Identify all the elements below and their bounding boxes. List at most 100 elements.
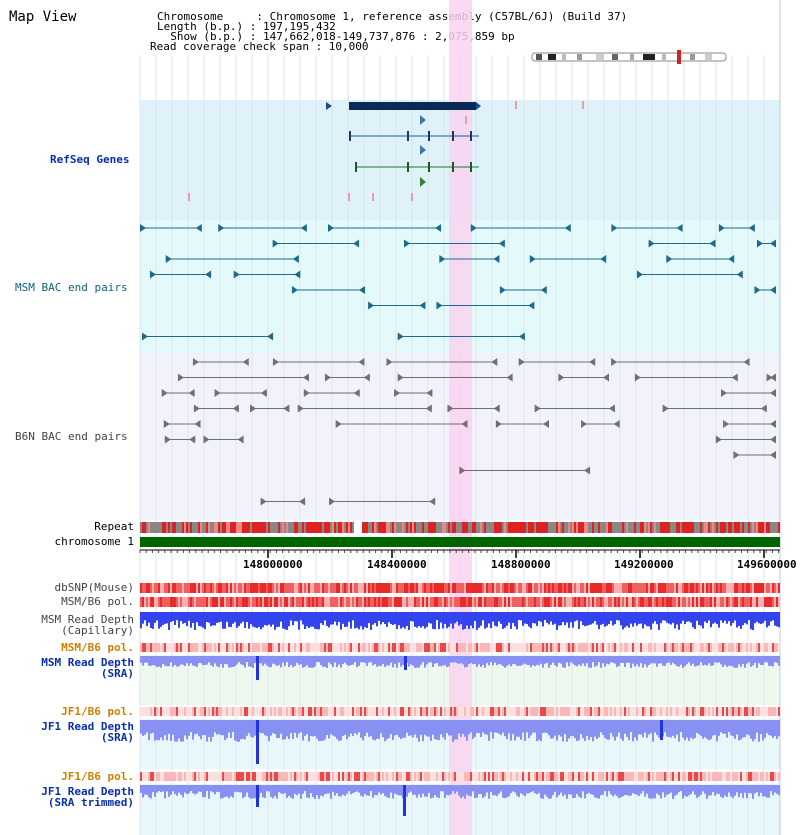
read-depth-bar xyxy=(728,612,730,622)
polymorphism-cell xyxy=(466,643,468,652)
polymorphism-cell xyxy=(296,643,298,652)
polymorphism-cell xyxy=(610,597,612,607)
polymorphism-cell xyxy=(680,772,682,781)
bac-end xyxy=(743,358,750,366)
polymorphism-cell xyxy=(276,707,278,716)
read-depth-bar xyxy=(490,656,492,663)
polymorphism-cell xyxy=(736,597,738,607)
repeat-segment xyxy=(476,522,478,533)
read-depth-bar xyxy=(772,656,774,667)
repeat-segment xyxy=(186,522,188,533)
polymorphism-cell xyxy=(410,643,412,652)
read-depth-bar xyxy=(388,720,390,738)
read-depth-bar xyxy=(434,785,436,796)
polymorphism-cell xyxy=(516,707,518,716)
polymorphism-cell xyxy=(564,772,566,781)
polymorphism-cell xyxy=(154,707,156,716)
read-depth-bar xyxy=(334,720,336,737)
read-depth-bar xyxy=(188,785,190,794)
read-depth-bar xyxy=(734,656,736,668)
read-depth-bar xyxy=(440,612,442,623)
polymorphism-cell xyxy=(640,643,642,652)
bac-end xyxy=(770,451,776,459)
polymorphism-cell xyxy=(296,707,298,716)
read-depth-bar xyxy=(624,720,626,734)
read-depth-bar xyxy=(380,656,382,667)
read-depth-bar xyxy=(630,612,632,624)
polymorphism-cell xyxy=(146,707,148,716)
polymorphism-cell xyxy=(170,597,172,607)
polymorphism-cell xyxy=(672,707,674,716)
read-depth-bar xyxy=(480,612,482,626)
polymorphism-cell xyxy=(416,643,418,652)
repeat-segment xyxy=(368,522,370,533)
polymorphism-cell xyxy=(230,583,232,593)
polymorphism-cell xyxy=(526,597,528,607)
polymorphism-cell xyxy=(712,772,714,781)
read-depth-bar xyxy=(512,720,514,734)
polymorphism-cell xyxy=(282,772,284,781)
read-depth-bar xyxy=(510,612,512,629)
repeat-segment xyxy=(176,522,178,533)
read-depth-bar xyxy=(480,656,482,667)
read-depth-bar xyxy=(692,785,694,792)
polymorphism-cell xyxy=(582,583,584,593)
polymorphism-cell xyxy=(340,597,342,607)
read-depth-bar xyxy=(668,612,670,624)
polymorphism-cell xyxy=(150,583,152,593)
read-depth-bar xyxy=(278,720,280,738)
polymorphism-cell xyxy=(678,643,680,652)
read-depth-bar xyxy=(544,720,546,733)
read-depth-bar xyxy=(172,656,174,667)
read-depth-bar xyxy=(354,612,356,629)
polymorphism-cell xyxy=(704,772,706,781)
polymorphism-cell xyxy=(754,583,756,593)
polymorphism-cell xyxy=(602,597,604,607)
read-depth-bar xyxy=(594,612,596,621)
polymorphism-cell xyxy=(764,583,766,593)
read-depth-bar xyxy=(184,612,186,623)
polymorphism-cell xyxy=(598,583,600,593)
read-depth-bar xyxy=(492,785,494,796)
read-depth-bar xyxy=(370,785,372,792)
read-depth-bar xyxy=(160,656,162,668)
read-depth-bar xyxy=(750,612,752,630)
polymorphism-cell xyxy=(658,583,660,593)
read-depth-bar xyxy=(212,785,214,793)
polymorphism-cell xyxy=(636,643,638,652)
polymorphism-cell xyxy=(222,772,224,781)
read-depth-bar xyxy=(266,720,268,737)
polymorphism-cell xyxy=(326,597,328,607)
read-depth-bar xyxy=(636,612,638,626)
read-depth-bar xyxy=(352,656,354,665)
polymorphism-cell xyxy=(168,643,170,652)
repeat-segment xyxy=(436,522,438,533)
polymorphism-cell xyxy=(554,707,556,716)
read-depth-bar xyxy=(320,612,322,624)
read-depth-bar xyxy=(410,612,412,622)
polymorphism-cell xyxy=(232,597,234,607)
read-depth-bar xyxy=(552,720,554,739)
bac-end xyxy=(292,255,299,263)
read-depth-bar xyxy=(722,785,724,798)
read-depth-bar xyxy=(422,720,424,742)
polymorphism-cell xyxy=(264,643,266,652)
read-depth-bar xyxy=(552,656,554,663)
polymorphism-cell xyxy=(760,643,762,652)
polymorphism-cell xyxy=(450,583,452,593)
polymorphism-cell xyxy=(352,597,354,607)
polymorphism-cell xyxy=(728,707,730,716)
bac-end xyxy=(435,224,442,232)
read-depth-bar xyxy=(422,785,424,794)
read-depth-bar xyxy=(324,720,326,740)
read-depth-bar xyxy=(414,785,416,795)
polymorphism-cell xyxy=(620,643,622,652)
repeat-segment xyxy=(514,522,516,533)
read-depth-bar xyxy=(162,785,164,792)
polymorphism-cell xyxy=(444,707,446,716)
repeat-segment xyxy=(554,522,556,533)
polymorphism-cell xyxy=(768,707,770,716)
polymorphism-cell xyxy=(524,583,526,593)
read-depth-bar xyxy=(228,720,230,733)
